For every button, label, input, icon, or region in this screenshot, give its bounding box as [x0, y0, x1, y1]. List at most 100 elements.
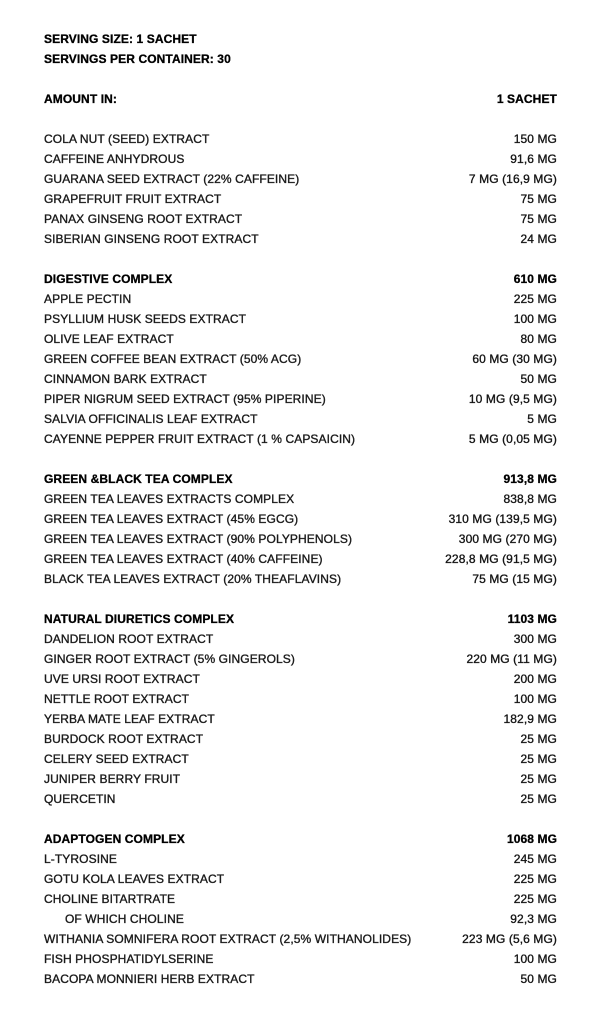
- ingredient-name: PIPER NIGRUM SEED EXTRACT (95% PIPERINE): [44, 392, 326, 406]
- ingredient-name: GRAPEFRUIT FRUIT EXTRACT: [44, 192, 222, 206]
- ingredient-name: BLACK TEA LEAVES EXTRACT (20% THEAFLAVIN…: [44, 572, 342, 586]
- ingredient-row: GREEN TEA LEAVES EXTRACT (45% EGCG) 310 M…: [44, 509, 557, 529]
- amount-header-value: 1 SACHET: [496, 92, 557, 106]
- ingredient-row: FISH PHOSPHATIDYLSERINE 100 MG: [44, 949, 557, 969]
- ingredient-row: OF WHICH CHOLINE 92,3 MG: [44, 909, 557, 929]
- ingredient-row: GREEN TEA LEAVES EXTRACT (40% CAFFEINE) 2…: [44, 549, 557, 569]
- ingredient-amount: 100 MG: [513, 692, 558, 706]
- ingredient-name: APPLE PECTIN: [44, 292, 132, 306]
- ingredient-amount: 225 MG: [513, 892, 558, 906]
- ingredient-amount: 25 MG: [520, 792, 557, 806]
- ingredient-amount: 92,3 MG: [510, 912, 557, 926]
- ingredient-amount: 100 MG: [513, 952, 558, 966]
- ingredient-name: NATURAL DIURETICS COMPLEX: [44, 612, 235, 626]
- ingredient-row: UVE URSI ROOT EXTRACT 200 MG: [44, 669, 557, 689]
- ingredient-section: DIGESTIVE COMPLEX 610 MG APPLE PECTIN 225 M…: [44, 269, 557, 449]
- servings-per-container: SERVINGS PER CONTAINER: 30: [44, 52, 231, 66]
- ingredient-name: GOTU KOLA LEAVES EXTRACT: [44, 872, 225, 886]
- spacer: [44, 69, 557, 89]
- ingredient-row: GREEN TEA LEAVES EXTRACTS COMPLEX 838,8 M…: [44, 489, 557, 509]
- ingredient-row: BACOPA MONNIERI HERB EXTRACT 50 MG: [44, 969, 557, 989]
- ingredient-sections: COLA NUT (SEED) EXTRACT 150 MG CAFFEINE AN…: [44, 109, 557, 989]
- ingredient-name: GREEN &BLACK TEA COMPLEX: [44, 472, 233, 486]
- ingredient-name: GREEN COFFEE BEAN EXTRACT (50% ACG): [44, 352, 302, 366]
- ingredient-name: FISH PHOSPHATIDYLSERINE: [44, 952, 214, 966]
- ingredient-amount: 225 MG: [513, 872, 558, 886]
- ingredient-row: PSYLLIUM HUSK SEEDS EXTRACT 100 MG: [44, 309, 557, 329]
- ingredient-row: GREEN COFFEE BEAN EXTRACT (50% ACG) 60 MG…: [44, 349, 557, 369]
- ingredient-name: CHOLINE BITARTRATE: [44, 892, 176, 906]
- ingredient-name: ADAPTOGEN COMPLEX: [44, 832, 185, 846]
- ingredient-name: OLIVE LEAF EXTRACT: [44, 332, 174, 346]
- ingredient-name: CAYENNE PEPPER FRUIT EXTRACT (1 % CAPSAI…: [44, 432, 356, 446]
- ingredient-row: DANDELION ROOT EXTRACT 300 MG: [44, 629, 557, 649]
- ingredient-section: COLA NUT (SEED) EXTRACT 150 MG CAFFEINE AN…: [44, 129, 557, 249]
- ingredient-name: BACOPA MONNIERI HERB EXTRACT: [44, 972, 255, 986]
- amount-header-label: AMOUNT IN:: [44, 92, 117, 106]
- section-header: GREEN &BLACK TEA COMPLEX 913,8 MG: [44, 469, 557, 489]
- ingredient-name: YERBA MATE LEAF EXTRACT: [44, 712, 215, 726]
- ingredient-row: QUERCETIN 25 MG: [44, 789, 557, 809]
- ingredient-row: GRAPEFRUIT FRUIT EXTRACT 75 MG: [44, 189, 557, 209]
- ingredient-name: CINNAMON BARK EXTRACT: [44, 372, 207, 386]
- ingredient-amount: 1068 MG: [506, 832, 557, 846]
- ingredient-row: YERBA MATE LEAF EXTRACT 182,9 MG: [44, 709, 557, 729]
- ingredient-amount: 1103 MG: [507, 612, 557, 626]
- ingredient-row: GREEN TEA LEAVES EXTRACT (90% POLYPHENOL…: [44, 529, 557, 549]
- ingredient-amount: 300 MG (270 MG): [458, 532, 557, 546]
- ingredient-amount: 610 MG: [513, 272, 557, 286]
- ingredient-amount: 100 MG: [513, 312, 558, 326]
- ingredient-amount: 60 MG (30 MG): [472, 352, 557, 366]
- ingredient-amount: 5 MG (0,05 MG): [468, 432, 557, 446]
- ingredient-amount: 25 MG: [520, 772, 557, 786]
- ingredient-section: NATURAL DIURETICS COMPLEX 1103 MG DANDELIO…: [44, 609, 557, 809]
- ingredient-name: GREEN TEA LEAVES EXTRACT (90% POLYPHENOL…: [44, 532, 353, 546]
- ingredient-amount: 5 MG: [527, 412, 557, 426]
- ingredient-row: GUARANA SEED EXTRACT (22% CAFFEINE) 7 MG …: [44, 169, 557, 189]
- ingredient-name: GINGER ROOT EXTRACT (5% GINGEROLS): [44, 652, 295, 666]
- ingredient-row: CINNAMON BARK EXTRACT 50 MG: [44, 369, 557, 389]
- ingredient-name: SIBERIAN GINSENG ROOT EXTRACT: [44, 232, 259, 246]
- ingredient-amount: 91,6 MG: [510, 152, 557, 166]
- ingredient-row: APPLE PECTIN 225 MG: [44, 289, 557, 309]
- ingredient-name: DANDELION ROOT EXTRACT: [44, 632, 214, 646]
- ingredient-row: CELERY SEED EXTRACT 25 MG: [44, 749, 557, 769]
- ingredient-amount: 24 MG: [520, 232, 557, 246]
- ingredient-row: PIPER NIGRUM SEED EXTRACT (95% PIPERINE)…: [44, 389, 557, 409]
- ingredient-amount: 75 MG: [520, 212, 557, 226]
- supplement-facts: SERVING SIZE: 1 SACHET SERVINGS PER CONT…: [44, 29, 557, 989]
- ingredient-amount: 300 MG: [513, 632, 558, 646]
- ingredient-row: NETTLE ROOT EXTRACT 100 MG: [44, 689, 557, 709]
- ingredient-amount: 150 MG: [513, 132, 558, 146]
- section-header: NATURAL DIURETICS COMPLEX 1103 MG: [44, 609, 557, 629]
- ingredient-amount: 245 MG: [513, 852, 558, 866]
- ingredient-row: SIBERIAN GINSENG ROOT EXTRACT 24 MG: [44, 229, 557, 249]
- ingredient-name: WITHANIA SOMNIFERA ROOT EXTRACT (2,5% WI…: [44, 932, 412, 946]
- ingredient-name: CAFFEINE ANHYDROUS: [44, 152, 185, 166]
- ingredient-amount: 223 MG (5,6 MG): [462, 932, 557, 946]
- ingredient-row: BLACK TEA LEAVES EXTRACT (20% THEAFLAVIN…: [44, 569, 557, 589]
- ingredient-amount: 7 MG (16,9 MG): [468, 172, 557, 186]
- ingredient-name: COLA NUT (SEED) EXTRACT: [44, 132, 210, 146]
- serving-size: SERVING SIZE: 1 SACHET: [44, 32, 197, 46]
- ingredient-name: DIGESTIVE COMPLEX: [44, 272, 173, 286]
- amount-header: AMOUNT IN: 1 SACHET: [44, 89, 557, 109]
- ingredient-amount: 25 MG: [520, 752, 557, 766]
- ingredient-row: OLIVE LEAF EXTRACT 80 MG: [44, 329, 557, 349]
- ingredient-row: SALVIA OFFICINALIS LEAF EXTRACT 5 MG: [44, 409, 557, 429]
- ingredient-amount: 25 MG: [520, 732, 557, 746]
- spacer: [44, 589, 557, 609]
- ingredient-row: L-TYROSINE 245 MG: [44, 849, 557, 869]
- ingredient-row: CAFFEINE ANHYDROUS 91,6 MG: [44, 149, 557, 169]
- ingredient-row: BURDOCK ROOT EXTRACT 25 MG: [44, 729, 557, 749]
- ingredient-amount: 310 MG (139,5 MG): [448, 512, 557, 526]
- ingredient-name: UVE URSI ROOT EXTRACT: [44, 672, 200, 686]
- ingredient-name: PSYLLIUM HUSK SEEDS EXTRACT: [44, 312, 247, 326]
- ingredient-name: SALVIA OFFICINALIS LEAF EXTRACT: [44, 412, 258, 426]
- spacer: [44, 109, 557, 129]
- ingredient-amount: 838,8 MG: [503, 492, 557, 506]
- ingredient-row: CHOLINE BITARTRATE 225 MG: [44, 889, 557, 909]
- ingredient-row: PANAX GINSENG ROOT EXTRACT 75 MG: [44, 209, 557, 229]
- ingredient-name: L-TYROSINE: [44, 852, 118, 866]
- ingredient-amount: 75 MG (15 MG): [472, 572, 557, 586]
